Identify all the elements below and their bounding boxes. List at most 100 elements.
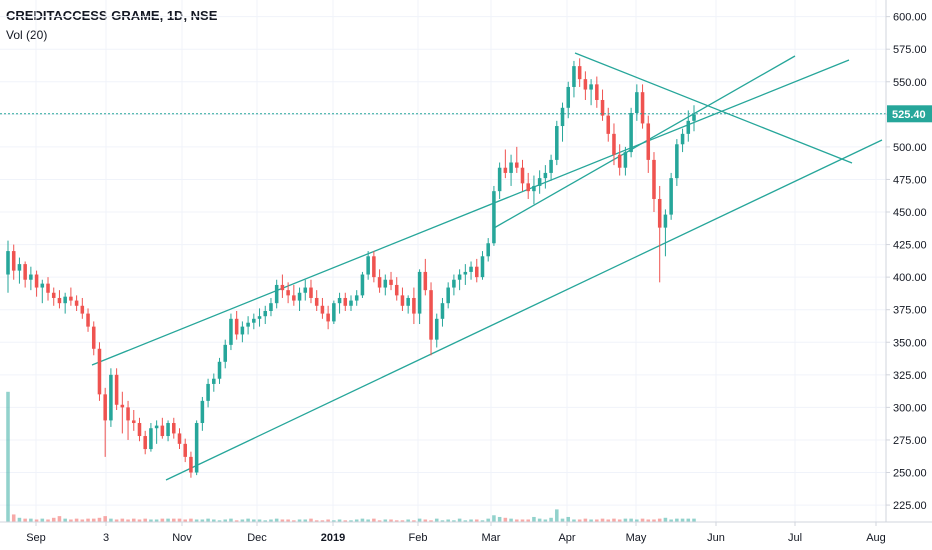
volume-bar — [515, 519, 519, 522]
price-tick-label: 500.00 — [893, 142, 927, 154]
candle — [154, 420, 159, 444]
last-price-tag-text: 525.40 — [892, 109, 926, 121]
volume-bar — [109, 518, 113, 522]
candle-body — [91, 326, 96, 349]
candle — [383, 274, 388, 296]
candle-body — [189, 456, 193, 473]
candle — [34, 270, 39, 297]
candle-body — [114, 374, 119, 405]
volume-bar — [452, 520, 456, 522]
volume-bar — [137, 519, 142, 522]
candle-body — [309, 287, 313, 298]
volume-bar — [97, 517, 102, 522]
triangle-upper-line[interactable] — [574, 52, 853, 164]
candle — [640, 84, 645, 129]
candle-body — [320, 305, 325, 314]
channel-lower-line[interactable] — [165, 139, 883, 481]
volume-bar — [69, 519, 73, 522]
volume-bar — [572, 519, 576, 522]
candle — [589, 79, 593, 106]
volume-bar — [686, 518, 691, 522]
volume-bar — [366, 519, 370, 522]
price-candles — [6, 58, 696, 478]
candle-body — [406, 297, 410, 306]
candle — [532, 175, 536, 205]
price-tick-label: 425.00 — [893, 240, 927, 252]
volume-bar — [503, 517, 508, 522]
candle — [669, 172, 673, 220]
candle — [675, 139, 679, 186]
price-tick-label: 575.00 — [893, 44, 927, 56]
candle-body — [194, 423, 199, 473]
candle-body — [652, 159, 656, 199]
candle-body — [206, 383, 210, 401]
candle — [86, 308, 90, 332]
candle — [652, 152, 656, 213]
time-tick-label: 2019 — [321, 532, 345, 544]
volume-bar — [537, 518, 542, 522]
candle-body — [612, 133, 616, 155]
candle — [280, 274, 285, 298]
candle-body — [446, 287, 450, 304]
volume-bar — [223, 519, 228, 522]
time-axis[interactable]: Sep 3 Nov Dec 2019 Feb Mar Apr May Jun Jul Aug — [0, 521, 932, 544]
price-axis[interactable]: 600.00575.00550.00525.00500.00475.00450.… — [885, 0, 927, 522]
volume-bar — [560, 518, 565, 522]
channel-upper-line[interactable] — [91, 59, 850, 366]
volume-bar — [212, 519, 216, 522]
candle — [257, 308, 262, 327]
volume-bar — [166, 518, 170, 522]
candle — [446, 282, 450, 309]
volume-bar — [669, 519, 673, 522]
candle-body — [6, 251, 10, 275]
volume-bar — [423, 519, 428, 522]
candle-body — [526, 183, 530, 192]
volume-bar — [326, 519, 330, 522]
candle — [206, 378, 210, 408]
volume-bar — [617, 519, 622, 522]
volume-bar — [234, 520, 239, 522]
price-tick-label: 450.00 — [893, 207, 927, 219]
volume-bar — [543, 519, 548, 522]
price-tick-label: 350.00 — [893, 337, 927, 349]
candle — [360, 271, 365, 298]
candle-body — [480, 256, 485, 278]
candle-body — [269, 303, 273, 311]
candle-body — [337, 297, 342, 304]
candle-body — [292, 295, 296, 301]
candle-body — [274, 284, 279, 304]
volume-bar — [40, 518, 45, 522]
candle-body — [503, 167, 508, 173]
volume-bar — [589, 519, 593, 522]
volume-bar — [354, 519, 359, 522]
candle — [469, 261, 473, 280]
volume-bar — [389, 519, 393, 522]
candle — [412, 287, 416, 325]
volume-bar — [497, 516, 502, 522]
candle — [57, 290, 62, 309]
candle-body — [566, 86, 571, 108]
candle — [149, 423, 153, 452]
candle — [629, 107, 633, 158]
candle-body — [131, 420, 136, 424]
candle-body — [577, 66, 582, 80]
candle-body — [217, 361, 222, 379]
volume-bar — [635, 519, 639, 522]
candle-body — [520, 167, 525, 184]
price-tick-label: 400.00 — [893, 272, 927, 284]
candle — [120, 391, 125, 434]
candle-body — [120, 404, 125, 408]
volume-bar — [263, 520, 268, 522]
candle — [91, 321, 96, 356]
candle-body — [555, 126, 559, 160]
candle — [354, 290, 359, 306]
candle-body — [314, 297, 319, 306]
candle — [503, 149, 508, 179]
volume-bar — [280, 519, 285, 522]
candle — [349, 295, 353, 311]
triangle-lower-line[interactable] — [493, 55, 796, 229]
candle — [126, 400, 130, 440]
candle-body — [126, 407, 130, 421]
volume-bar — [469, 519, 473, 522]
